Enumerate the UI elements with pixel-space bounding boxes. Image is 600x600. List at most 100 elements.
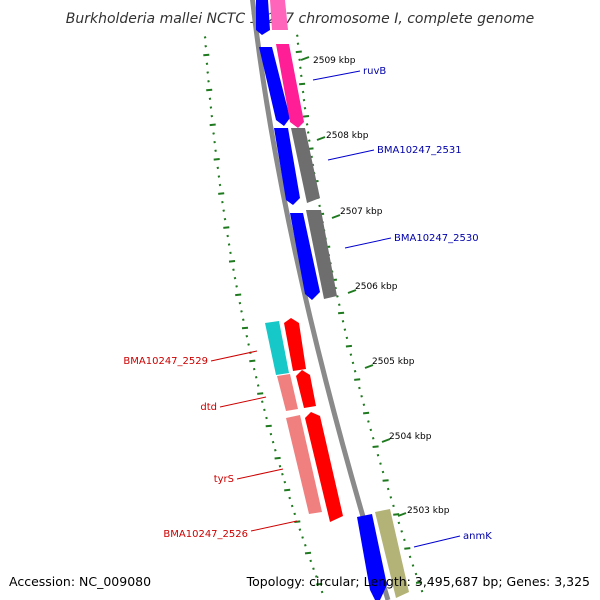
kbp-label-2504: 2504 kbp <box>389 432 432 442</box>
gene-label-bma2526[interactable]: BMA10247_2526 <box>163 529 248 540</box>
gc-tick <box>379 462 382 465</box>
gc-tick <box>233 276 237 280</box>
gene-label-tyrS[interactable]: tyrS <box>214 474 234 485</box>
gc-tick <box>351 361 355 365</box>
gc-tick <box>208 97 212 101</box>
gc-tick <box>343 328 347 331</box>
gc-tick <box>271 440 275 444</box>
gc-tick <box>249 359 256 363</box>
gc-tick <box>245 334 249 338</box>
gene-label-anmK[interactable]: anmK <box>463 531 492 542</box>
gene-label-bma2530[interactable]: BMA10247_2530 <box>394 233 479 244</box>
gc-tick <box>354 378 361 381</box>
gc-tick <box>203 36 207 39</box>
gc-tick <box>274 448 277 452</box>
gc-tick <box>235 293 242 297</box>
gc-tick <box>301 90 305 94</box>
kbp-label-2506: 2506 kbp <box>355 282 398 292</box>
gc-tick <box>305 123 309 126</box>
gc-tick <box>269 432 273 436</box>
gene-dtd-pink <box>277 374 298 411</box>
gc-tick <box>300 74 303 78</box>
gene-tyrS <box>305 412 343 522</box>
gc-tick <box>358 386 361 390</box>
gc-tick <box>204 44 207 48</box>
gc-tick <box>227 243 231 246</box>
gc-tick <box>306 131 310 134</box>
gene-top-pink <box>270 0 288 30</box>
gene-ruvB <box>276 44 304 128</box>
gc-tick <box>265 424 272 428</box>
gc-tick <box>400 530 403 533</box>
gc-tick <box>222 209 225 212</box>
gc-track-outer <box>295 34 424 593</box>
gc-tick <box>209 123 216 127</box>
gc-tick <box>299 66 302 70</box>
gc-tick <box>217 175 221 178</box>
leader-tyrS <box>236 468 284 480</box>
gc-tick <box>252 367 256 371</box>
gc-tick <box>295 50 302 54</box>
gc-tick <box>281 472 284 476</box>
gc-tick <box>207 80 210 83</box>
gc-tick <box>338 311 345 315</box>
kbp-label-2508: 2508 kbp <box>326 131 369 141</box>
kbp-label-2507: 2507 kbp <box>340 207 383 217</box>
gene-blue-4 <box>357 514 387 600</box>
gc-tick <box>386 487 390 491</box>
gc-tick <box>403 538 406 542</box>
gc-tick <box>382 479 389 482</box>
gc-tick <box>302 98 306 102</box>
gc-tick <box>303 106 307 110</box>
gc-tick <box>420 589 424 593</box>
gc-tick <box>372 445 379 448</box>
gc-tick <box>235 285 238 288</box>
gene-label-bma2531[interactable]: BMA10247_2531 <box>377 145 462 156</box>
gc-tick <box>254 376 258 379</box>
gc-tick <box>296 34 299 37</box>
gene-label-bma2529[interactable]: BMA10247_2529 <box>123 356 208 367</box>
gc-tick <box>392 504 395 508</box>
gene-anmK <box>375 509 409 598</box>
gc-tick <box>369 428 373 432</box>
gene-blue-2 <box>274 128 300 205</box>
gc-tick <box>320 590 324 594</box>
gc-tick <box>318 204 321 208</box>
kbp-label-2509: 2509 kbp <box>313 56 356 66</box>
gc-tick <box>221 200 224 204</box>
gene-label-ruvB[interactable]: ruvB <box>363 66 386 77</box>
kbp-label-2505: 2505 kbp <box>372 357 415 367</box>
gc-tick <box>203 53 210 57</box>
gc-tick <box>415 581 423 584</box>
gc-tick <box>284 488 291 492</box>
gene-bma2529-cyan <box>265 321 289 375</box>
genome-summary-text: Topology: circular; Length: 3,495,687 bp… <box>246 574 590 589</box>
gc-tick <box>242 318 245 321</box>
gene-label-dtd[interactable]: dtd <box>200 402 217 413</box>
gc-tick <box>367 420 370 423</box>
gc-tick <box>312 567 315 570</box>
gc-tick <box>298 528 302 531</box>
gc-tick <box>309 559 312 563</box>
gc-tick <box>381 470 385 474</box>
gc-tick <box>247 343 250 346</box>
gc-tick <box>338 303 341 306</box>
gc-tick <box>298 58 301 62</box>
gc-tick <box>308 139 311 142</box>
gc-tick <box>226 234 229 238</box>
gc-tick <box>223 217 227 221</box>
gc-tick <box>241 326 249 330</box>
gc-tick <box>263 408 266 412</box>
gc-tick <box>229 251 232 255</box>
gc-tick <box>218 192 225 195</box>
gene-bma2530 <box>306 210 337 299</box>
gc-tick <box>393 513 400 516</box>
gene-blue-1 <box>259 47 290 126</box>
genome-title: Burkholderia mallei NCTC 10247 chromosom… <box>66 11 535 27</box>
gc-tick <box>206 88 213 92</box>
gene-dtd <box>296 370 316 408</box>
gene-blue-3 <box>290 213 320 300</box>
gene-tyrS-pink <box>286 415 322 514</box>
gc-tick <box>304 551 312 555</box>
